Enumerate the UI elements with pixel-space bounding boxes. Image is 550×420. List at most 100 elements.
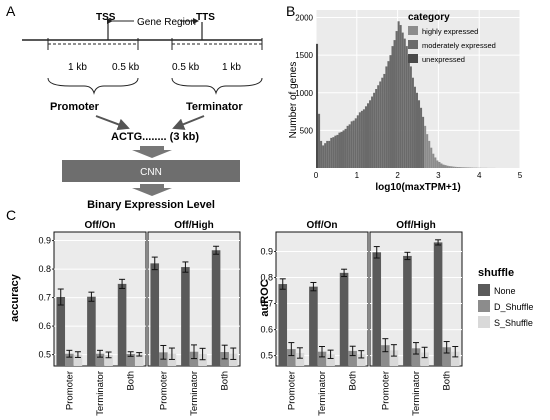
accuracy-chart: 0.5 0.6 0.7 0.8 0.9 Off/On Promoter Terminator B… <box>38 220 241 416</box>
histogram-bar <box>436 160 439 168</box>
category-label: Terminator <box>317 371 328 416</box>
histogram-bar <box>346 125 349 168</box>
histogram-bar <box>403 38 406 168</box>
histogram-bar <box>424 125 427 168</box>
histogram-x-tick: 2 <box>395 171 400 180</box>
category-label: Promoter <box>380 371 391 410</box>
histogram-bar <box>464 167 467 168</box>
histogram-bar <box>340 131 343 168</box>
gene-region-label: Gene Region <box>137 17 196 28</box>
promoter-brace <box>47 77 139 95</box>
auroc-y-axis-title: auROC <box>259 279 271 316</box>
histogram-bar <box>454 166 457 168</box>
histogram-bar <box>460 167 463 168</box>
histogram-bar <box>466 167 469 168</box>
histogram-bar <box>428 140 431 168</box>
bar <box>134 354 144 366</box>
legend-label-unexpressed: unexpressed <box>422 55 465 64</box>
panel-label-a: A <box>6 3 16 19</box>
histogram-bar <box>344 128 347 168</box>
bar <box>278 284 288 366</box>
histogram-bar <box>448 166 451 168</box>
seg-label-1kb-right: 1 kb <box>222 62 241 73</box>
cnn-label: CNN <box>140 167 162 178</box>
bar <box>181 267 190 366</box>
facet-title: Off/On <box>306 220 337 231</box>
legend-swatch-none <box>478 284 490 296</box>
legend-swatch-unexpressed <box>408 54 418 63</box>
legend-label-highly: highly expressed <box>422 27 478 36</box>
bar <box>372 252 382 366</box>
histogram-bar <box>407 55 410 169</box>
histogram-bar <box>426 134 429 168</box>
histogram-bar <box>336 134 339 168</box>
histogram-bar <box>440 163 443 168</box>
accuracy-y-axis-title: accuracy <box>9 273 21 322</box>
histogram-bar <box>324 143 327 168</box>
panel-a-schematic: A TSS TTS Gene Region 1 kb 0.5 kb 0.5 kb… <box>6 3 263 211</box>
histogram-bar <box>375 89 378 168</box>
bar <box>295 352 305 366</box>
histogram-x-tick: 3 <box>436 171 441 180</box>
histogram-bar <box>432 153 435 168</box>
legend-swatch-moderately <box>408 40 418 49</box>
histogram-bar <box>369 100 372 168</box>
bar-chart-y-tick: 0.6 <box>38 321 51 331</box>
histogram-bar <box>395 31 398 168</box>
category-label: Both <box>348 371 359 391</box>
histogram-bar <box>397 21 400 168</box>
seg-label-05kb-right: 0.5 kb <box>172 62 200 73</box>
histogram-bar <box>318 113 321 168</box>
histogram-bar <box>371 96 374 168</box>
histogram-bar <box>377 85 380 168</box>
bar <box>420 352 429 366</box>
histogram-bar <box>409 66 412 168</box>
histogram-bar <box>322 145 325 168</box>
histogram-bar <box>338 132 341 168</box>
category-label: Both <box>126 371 137 391</box>
histogram-bar <box>387 61 390 168</box>
histogram-bar <box>438 161 441 168</box>
histogram-x-tick: 5 <box>518 171 523 180</box>
category-label: Both <box>220 371 231 391</box>
bar <box>326 354 335 366</box>
histogram-ticks: 500 1000 1500 2000 0 1 2 3 4 5 <box>295 14 523 180</box>
category-label: Promoter <box>286 371 297 410</box>
histogram-y-tick: 2000 <box>295 14 313 23</box>
bar <box>87 296 96 366</box>
facet-panel <box>53 231 147 367</box>
legend-label-none: None <box>494 286 516 296</box>
legend-label-d-shuffle: D_Shuffle <box>494 302 533 312</box>
promoter-label: Promoter <box>50 101 100 113</box>
histogram-bar <box>350 121 353 168</box>
histogram-x-tick: 4 <box>477 171 482 180</box>
histogram-bar <box>462 167 465 168</box>
histogram-bar <box>456 167 459 168</box>
legend-label-s-shuffle: S_Shuffle <box>494 318 533 328</box>
bar-chart-y-tick: 0.5 <box>38 350 51 360</box>
facet-title: Off/High <box>174 220 213 231</box>
histogram-bar <box>434 157 437 168</box>
histogram-bars <box>316 21 496 169</box>
histogram-bar <box>334 135 337 168</box>
histogram-bar <box>379 81 382 168</box>
bar <box>442 347 451 366</box>
bar-chart-y-tick: 0.8 <box>38 264 51 274</box>
bar-chart-y-tick: 0.7 <box>38 293 51 303</box>
histogram-bar <box>401 32 404 169</box>
bar-chart-y-tick: 0.5 <box>260 351 273 361</box>
histogram-bar <box>446 165 449 168</box>
legend-swatch-highly <box>408 26 418 35</box>
bar-chart-y-tick: 0.8 <box>260 273 273 283</box>
histogram-legend-title: category <box>408 12 450 23</box>
bar <box>150 263 160 366</box>
bar <box>117 283 127 366</box>
legend-swatch-d-shuffle <box>478 300 490 312</box>
down-arrow-to-output <box>132 184 172 196</box>
bar <box>56 297 66 366</box>
histogram-bar <box>367 103 370 168</box>
bar <box>389 350 399 366</box>
bar-chart-y-tick: 0.9 <box>38 236 51 246</box>
histogram-bar <box>352 120 355 168</box>
histogram-bar <box>332 137 335 168</box>
